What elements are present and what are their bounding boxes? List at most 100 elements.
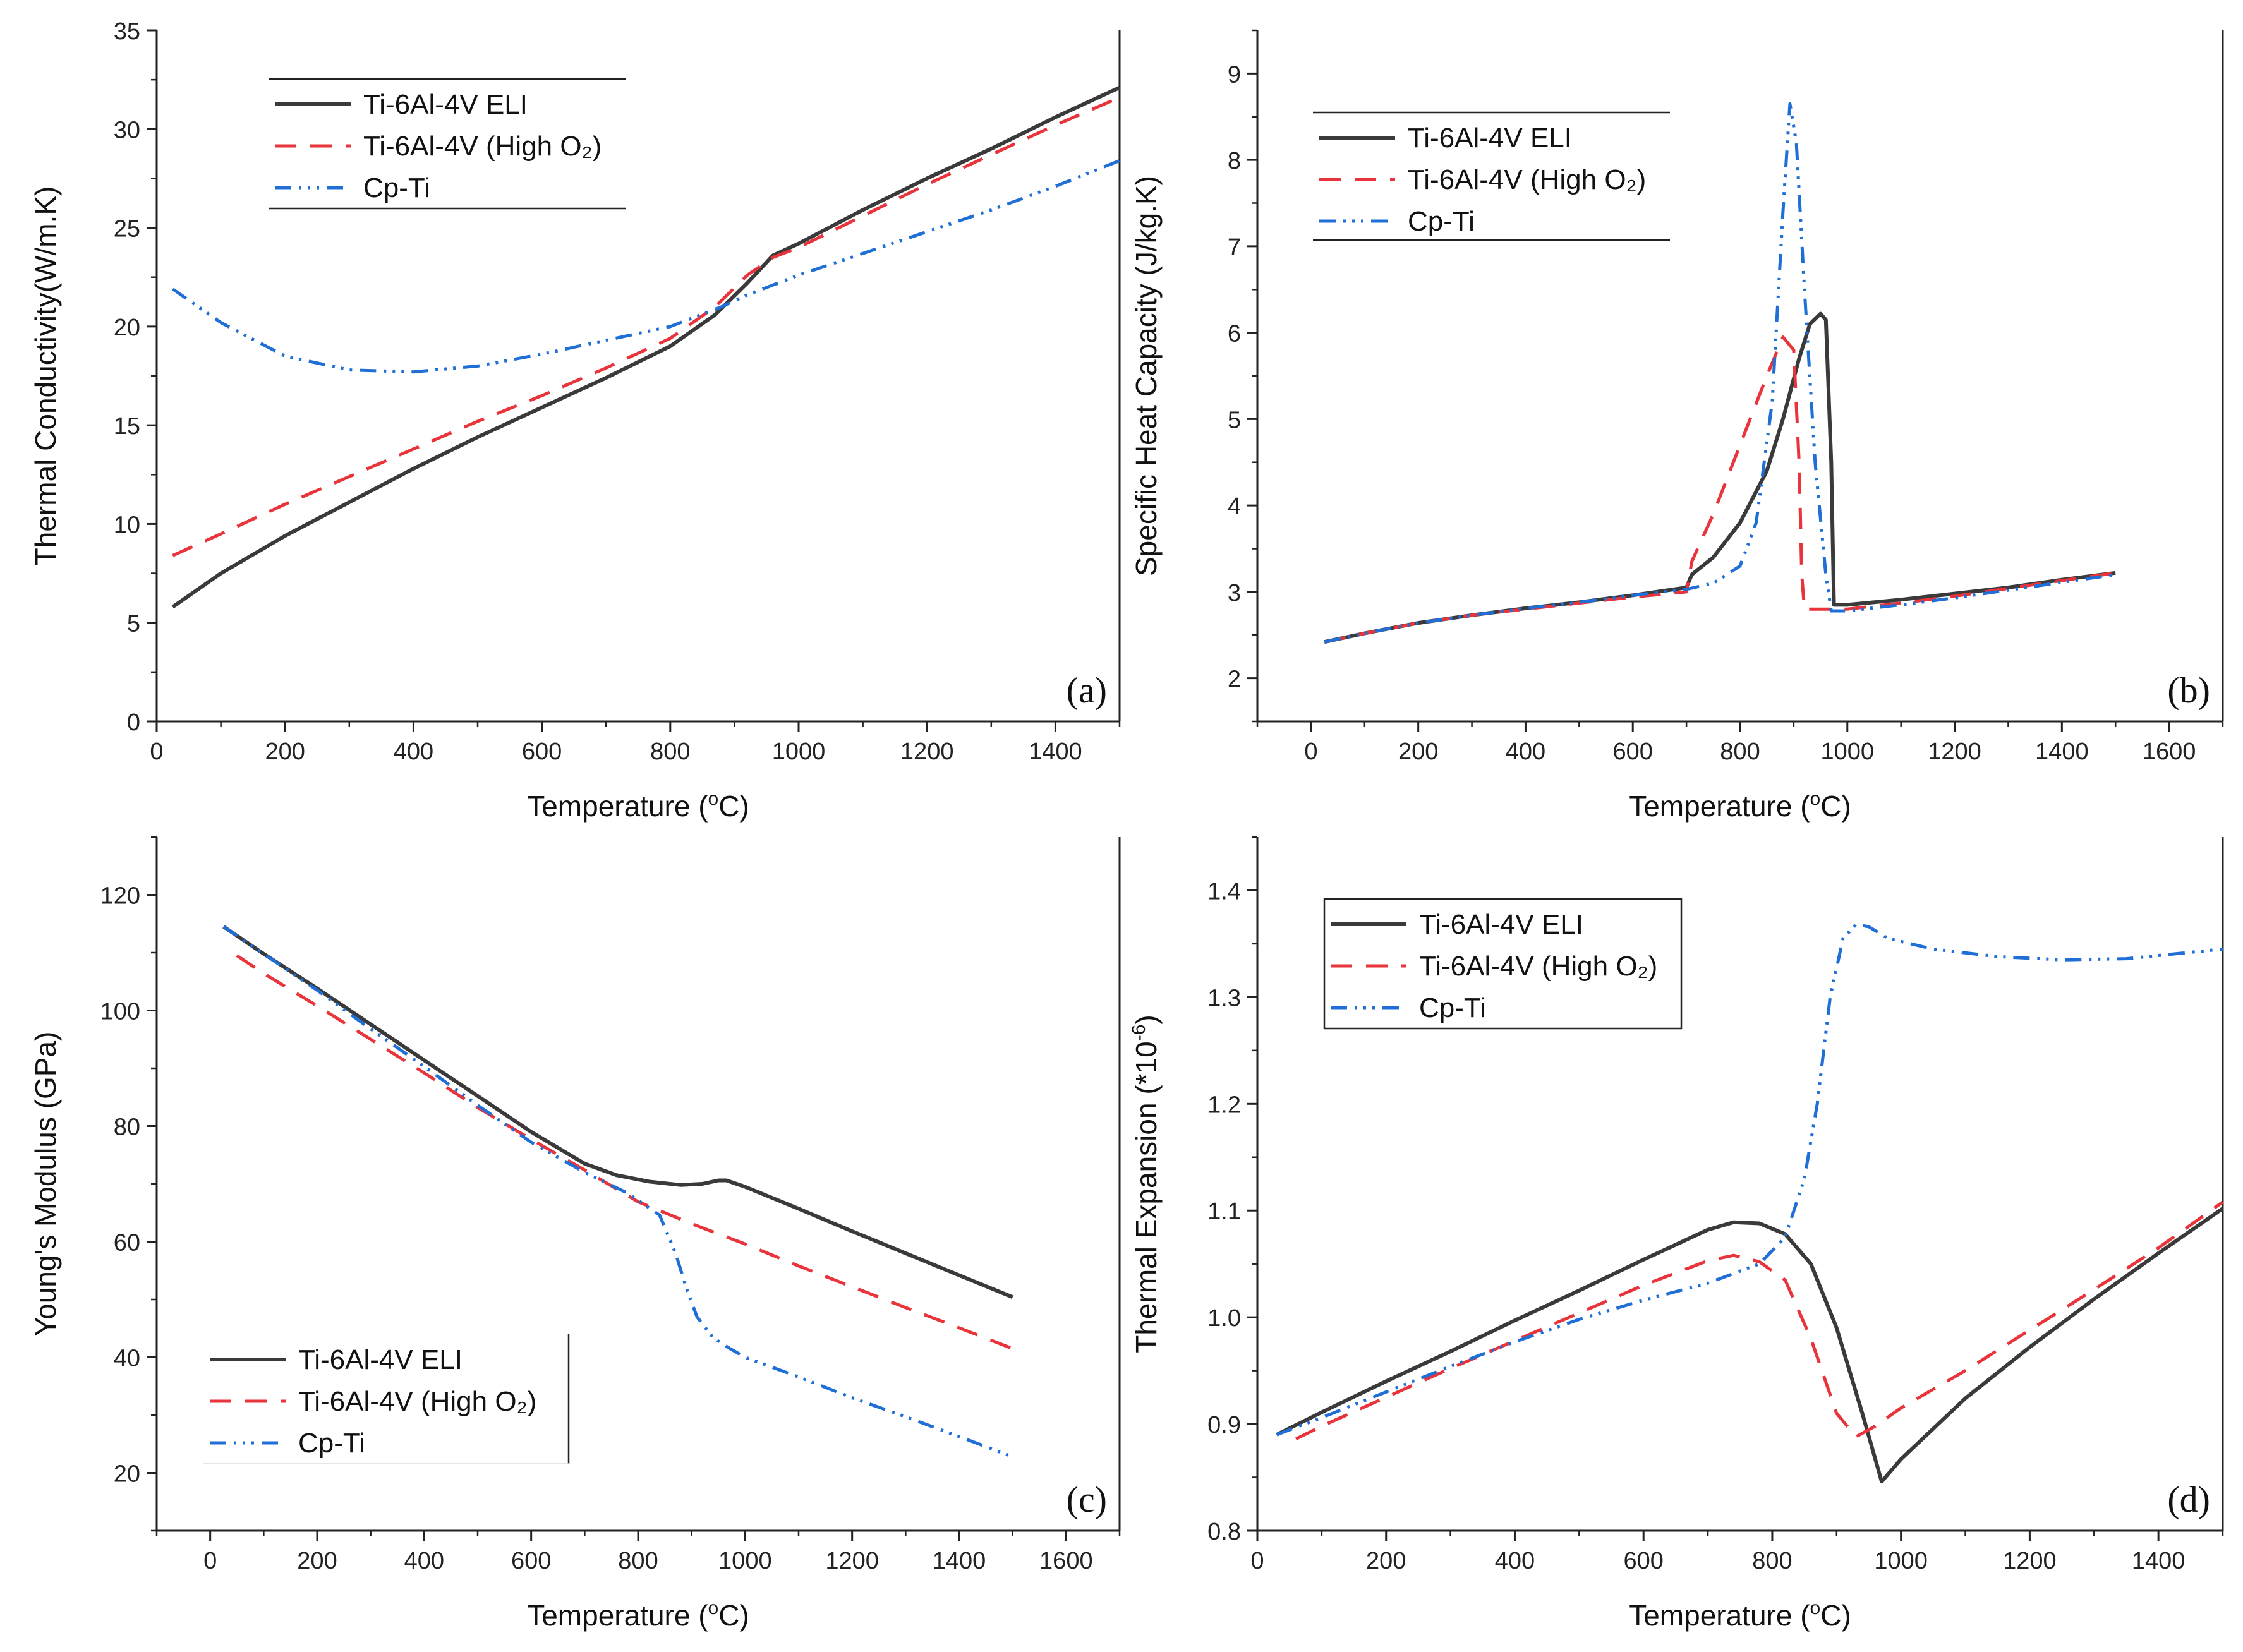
panel-label: (a) [1067,670,1107,711]
y-tick-label: 80 [114,1114,140,1141]
y-tick-label: 25 [114,216,140,243]
x-axis-title: Temperature (oC) [1629,1598,1851,1632]
legend: Ti-6Al-4V ELI Ti-6Al-4V (High O₂) Cp-Ti [269,78,626,210]
y-tick-label: 1.1 [1207,1198,1241,1225]
legend-label: Cp-Ti [298,1428,365,1459]
x-tick-label: 600 [1623,1548,1663,1574]
x-tick-label: 1400 [1029,739,1082,765]
x-tick-label: 800 [1720,739,1760,765]
legend-label: Ti-6Al-4V ELI [1408,123,1572,154]
x-tick-label: 800 [1752,1548,1792,1574]
x-tick-label: 1000 [1821,739,1875,765]
x-tick-label: 0 [150,739,163,765]
series-line-cpti [222,925,1013,1459]
x-tick-label: 600 [522,739,562,765]
x-tick-label: 0 [203,1548,217,1574]
legend-label: Ti-6Al-4V ELI [298,1344,463,1375]
y-tick-label: 15 [114,413,140,440]
y-tick-label: 100 [100,999,140,1025]
y-tick-label: 3 [1228,580,1241,606]
x-tick-label: 1200 [1928,739,1981,765]
legend-label: Ti-6Al-4V (High O₂) [1419,951,1657,982]
x-tick-label: 0 [1304,739,1317,765]
series-line-cpti [1324,102,2116,644]
x-tick-label: 1400 [2132,1548,2186,1574]
x-tick-label: 1200 [900,739,954,765]
y-tick-label: 40 [114,1346,140,1372]
y-tick-label: 0 [127,709,140,736]
x-tick-label: 1000 [1874,1548,1928,1574]
y-tick-label: 1.4 [1207,878,1241,905]
y-tick-label: 4 [1228,493,1241,520]
legend: Ti-6Al-4V ELI Ti-6Al-4V (High O₂) Cp-Ti [203,1334,570,1464]
x-tick-label: 800 [650,739,690,765]
series-group [222,925,1013,1459]
series-line-eli [222,925,1013,1299]
y-tick-label: 7 [1228,234,1241,261]
series-group [1324,102,2116,644]
legend-label: Cp-Ti [1408,206,1475,237]
series-line-cpti [171,159,1120,374]
y-axis-title: Thermal Expansion (*10-6) [1128,1015,1163,1353]
y-tick-label: 2 [1228,666,1241,693]
y-tick-label: 0.8 [1207,1519,1241,1545]
y-tick-label: 60 [114,1230,140,1257]
x-tick-label: 1000 [772,739,826,765]
x-axis-title: Temperature (oC) [1629,788,1851,823]
x-tick-label: 400 [394,739,433,765]
x-tick-label: 1000 [718,1548,772,1574]
panel-b-specific-heat-capacity: 0 200 400 600 800 1000 1200 1400 1600 2 3 4 5 6 7 8 9 Tem… [1130,29,2224,823]
series-line-high_o2 [1295,1200,2223,1440]
y-tick-label: 20 [114,1461,140,1488]
y-axis-title: Thermal Conductivity(W/m.K) [29,186,62,566]
x-tick-label: 1600 [1039,1548,1093,1574]
panel-label: (c) [1067,1479,1107,1520]
x-tick-label: 1400 [2035,739,2089,765]
x-tick-label: 200 [1398,739,1438,765]
legend-label: Ti-6Al-4V (High O₂) [363,131,602,162]
legend: Ti-6Al-4V ELI Ti-6Al-4V (High O₂) Cp-Ti [1323,898,1683,1030]
y-tick-label: 10 [114,512,140,538]
x-tick-label: 400 [1506,739,1545,765]
y-tick-label: 1.3 [1207,985,1241,1011]
y-tick-label: 35 [114,18,140,45]
x-tick-label: 200 [297,1548,337,1574]
y-tick-label: 30 [114,117,140,143]
y-axis-title: Young's Modulus (GPa) [29,1032,62,1337]
series-line-eli [1276,1207,2223,1484]
panel-label: (b) [2167,670,2210,711]
y-tick-label: 0.9 [1207,1412,1241,1438]
panel-a-thermal-conductivity: 0 200 400 600 800 1000 1200 1400 0 5 10 15 20 25 30 35 T… [29,18,1121,823]
x-tick-label: 600 [511,1548,551,1574]
y-tick-label: 20 [114,315,140,341]
y-tick-label: 1.0 [1207,1305,1241,1332]
y-tick-label: 5 [1228,407,1241,433]
x-tick-label: 400 [404,1548,444,1574]
x-tick-label: 1600 [2143,739,2196,765]
series-line-eli [171,85,1120,609]
x-tick-label: 600 [1613,739,1653,765]
series-group [1276,923,2223,1484]
y-tick-label: 9 [1228,61,1241,88]
series-line-high_o2 [1324,335,2116,644]
legend-label: Ti-6Al-4V (High O₂) [298,1386,536,1417]
legend-label: Ti-6Al-4V ELI [363,89,528,120]
x-tick-label: 1400 [933,1548,986,1574]
panel-label: (d) [2167,1479,2210,1520]
y-axis-title: Specific Heat Capacity (J/kg.K) [1130,176,1163,576]
series-line-eli [1324,311,2116,644]
panel-d-thermal-expansion: 0 200 400 600 800 1000 1200 1400 0.8 0.9 1.0 1.1 1.2… [1128,836,2224,1632]
legend-label: Ti-6Al-4V ELI [1419,909,1583,940]
y-tick-label: 5 [127,611,140,637]
series-group [171,85,1120,609]
x-tick-label: 0 [1250,1548,1264,1574]
legend: Ti-6Al-4V ELI Ti-6Al-4V (High O₂) Cp-Ti [1313,111,1670,241]
y-tick-label: 8 [1228,148,1241,174]
y-tick-label: 120 [100,883,140,910]
y-tick-label: 6 [1228,321,1241,347]
panel-c-youngs-modulus: 0 200 400 600 800 1000 1200 1400 1600 20 40 60 80 100… [29,836,1121,1632]
x-axis-title: Temperature (oC) [527,1598,749,1632]
legend-label: Cp-Ti [1419,992,1486,1023]
series-line-cpti [1276,923,2223,1437]
